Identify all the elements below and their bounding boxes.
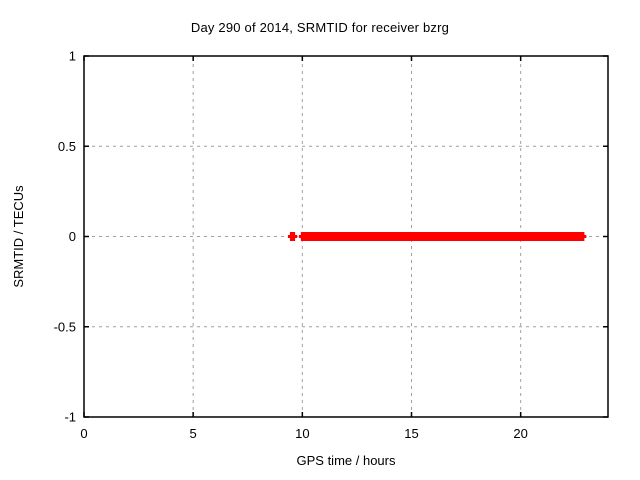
x-tick-label: 10 xyxy=(295,426,309,441)
chart-title: Day 290 of 2014, SRMTID for receiver bzr… xyxy=(190,20,450,35)
x-tick-label: 0 xyxy=(80,426,87,441)
y-tick-label: 0.5 xyxy=(58,139,76,154)
y-tick-label: -0.5 xyxy=(54,319,76,334)
series-segment xyxy=(300,232,585,241)
x-tick-label: 5 xyxy=(190,426,197,441)
x-axis-label: GPS time / hours xyxy=(296,453,396,468)
y-tick-label: 0 xyxy=(69,229,76,244)
x-tick-label: 15 xyxy=(404,426,418,441)
series-segment xyxy=(289,232,296,241)
y-tick-label: 1 xyxy=(69,49,76,64)
x-tick-label: 20 xyxy=(513,426,527,441)
y-tick-label: -1 xyxy=(64,410,76,425)
